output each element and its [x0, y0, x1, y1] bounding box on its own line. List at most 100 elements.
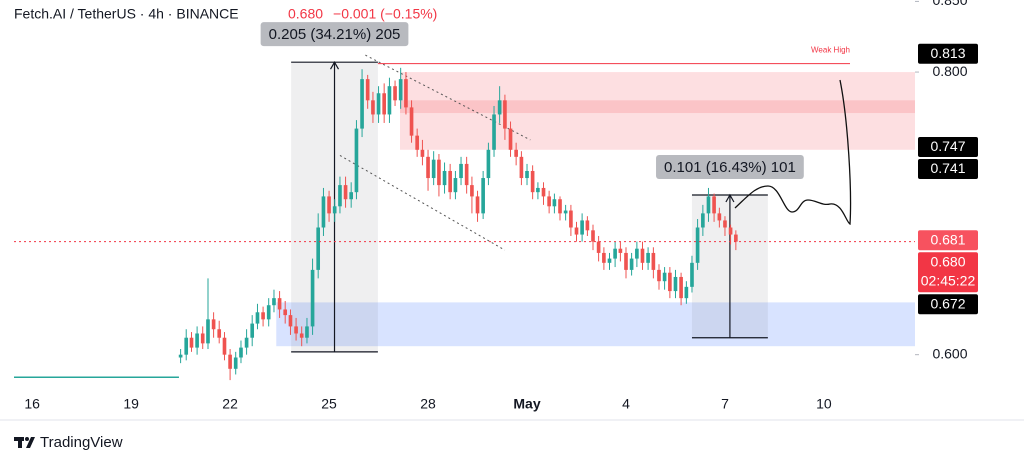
candle-body — [695, 227, 700, 263]
candle-body — [717, 213, 722, 221]
candle-body — [728, 227, 733, 235]
measure-label: 0.205 (34.21%) 205 — [269, 26, 401, 43]
candle-body — [321, 196, 326, 228]
measure-arrowhead — [329, 60, 340, 70]
candle-body — [261, 312, 265, 320]
candle-body — [338, 185, 342, 207]
candle-body — [184, 337, 189, 355]
candle-body — [409, 107, 414, 136]
price-badge-label: 0.672 — [930, 295, 965, 311]
candle-body — [178, 354, 183, 358]
candle-body — [563, 210, 568, 214]
price-badge — [918, 136, 978, 157]
candle-body — [393, 86, 397, 101]
candle-body — [734, 234, 738, 242]
candle-body — [288, 315, 293, 327]
candle-body — [475, 196, 480, 214]
x-tick-label: 25 — [321, 396, 337, 412]
candle-body — [222, 337, 227, 355]
price-change: −0.001 (−0.15%) — [333, 6, 437, 22]
candle-body — [266, 305, 271, 320]
candle-body — [635, 248, 639, 259]
candle-body — [387, 86, 392, 115]
candle-body — [442, 170, 447, 186]
candle-body — [613, 248, 617, 259]
candle-body — [376, 93, 381, 115]
candle-body — [470, 185, 474, 197]
x-tick-label: 16 — [24, 396, 40, 412]
candle-body — [514, 149, 518, 157]
price-badge-label: 0.741 — [930, 160, 965, 176]
candle-body — [426, 156, 430, 179]
candle-body — [437, 159, 441, 186]
candle-body — [316, 227, 321, 270]
candle-body — [459, 163, 463, 179]
candle-body — [250, 323, 255, 338]
candle-body — [591, 230, 595, 242]
candle-body — [712, 196, 716, 214]
candle-body — [255, 312, 260, 324]
candle-body — [574, 227, 579, 235]
candle-body — [624, 252, 628, 270]
candle-body — [277, 298, 282, 310]
candle-body — [360, 79, 364, 129]
candle-body — [299, 333, 304, 338]
candle-body — [547, 196, 551, 207]
candle-body — [668, 272, 672, 292]
candle-body — [569, 210, 573, 228]
candle-body — [404, 79, 408, 108]
candle-body — [580, 220, 584, 235]
candle-body — [343, 185, 348, 200]
candle-body — [415, 135, 419, 150]
candle-body — [211, 319, 216, 330]
y-tick-label: 0.800 — [932, 63, 967, 79]
measure-arrowhead — [725, 193, 735, 203]
candle-body — [398, 79, 403, 101]
candle-body — [294, 326, 298, 334]
price-badge — [918, 252, 978, 293]
candle-body — [596, 241, 601, 253]
candle-body — [684, 286, 689, 299]
candle-body — [629, 258, 634, 270]
price-badge-label: 0.747 — [930, 138, 965, 154]
candle-body — [486, 149, 491, 179]
price-countdown: 02:45:22 — [921, 272, 976, 288]
candle-body — [206, 319, 210, 344]
price-badge — [918, 230, 978, 251]
candle-body — [662, 272, 667, 282]
candle-body — [657, 269, 661, 282]
y-tick-label: 0.850 — [932, 0, 967, 8]
projection-sketch — [734, 79, 852, 226]
candle-body — [349, 192, 353, 200]
candle-body — [371, 100, 375, 115]
candle-body — [679, 276, 683, 299]
measure-label-box — [656, 155, 804, 179]
axis-layer: 16 19 22 25 28 May 4 7 10 0.850 0.800 0.600 0.813 0.7… — [0, 0, 1024, 421]
tradingview-logo: TradingView — [14, 434, 123, 451]
candle-body — [272, 298, 276, 306]
candle-body — [217, 329, 222, 338]
candle-body — [530, 170, 535, 193]
candle-body — [585, 220, 590, 231]
marks-layer: Weak High — [14, 46, 915, 381]
logo-shape — [25, 437, 29, 441]
candle-body — [558, 199, 562, 214]
candle-body — [497, 100, 502, 115]
candle-body — [239, 347, 243, 358]
price-badge-label: 0.680 — [930, 253, 965, 269]
candle-body — [640, 248, 645, 263]
watermark: TradingView — [40, 434, 123, 451]
logo-shape — [26, 437, 35, 448]
candle-body — [464, 163, 469, 186]
candle-body — [233, 357, 238, 369]
candle-body — [541, 187, 546, 197]
candle-body — [701, 213, 705, 228]
candle-body — [365, 79, 370, 101]
candle-body — [244, 337, 249, 348]
channel-line — [365, 54, 531, 141]
candle-body — [200, 333, 205, 344]
candle-body — [607, 258, 612, 263]
candle-body — [525, 170, 529, 179]
x-tick-label: 7 — [721, 396, 729, 412]
